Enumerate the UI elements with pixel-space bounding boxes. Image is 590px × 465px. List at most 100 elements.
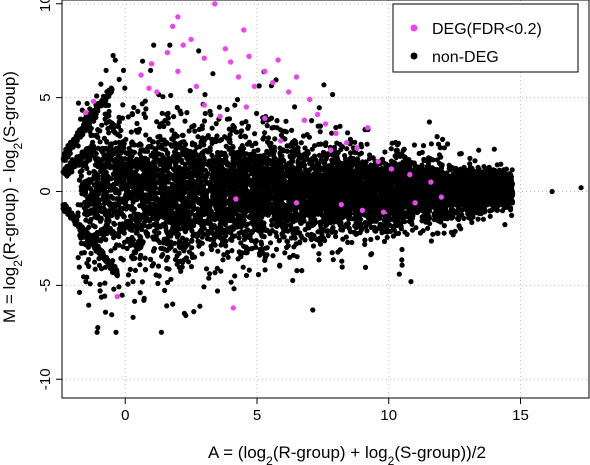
non-deg-point	[228, 279, 234, 285]
non-deg-point	[297, 239, 303, 245]
non-deg-point	[384, 234, 390, 240]
non-deg-point	[274, 118, 280, 124]
non-deg-point	[82, 204, 89, 210]
non-deg-point	[132, 267, 138, 273]
non-deg-point	[160, 94, 166, 100]
non-deg-point	[110, 125, 117, 131]
non-deg-point	[262, 130, 268, 136]
non-deg-point	[339, 264, 345, 270]
non-deg-point	[101, 135, 107, 141]
non-deg-point	[329, 250, 335, 256]
non-deg-point	[156, 273, 162, 279]
non-deg-point	[434, 134, 440, 140]
non-deg-point	[284, 148, 290, 154]
non-deg-point	[297, 190, 303, 196]
non-deg-point	[441, 223, 447, 229]
non-deg-point	[243, 119, 249, 125]
non-deg-point	[238, 133, 244, 140]
non-deg-point	[116, 284, 122, 290]
non-deg-point	[333, 233, 339, 240]
non-deg-point	[367, 152, 373, 158]
non-deg-point	[254, 110, 260, 116]
non-deg-point	[409, 221, 415, 227]
non-deg-point	[241, 236, 248, 242]
non-deg-point	[269, 125, 275, 131]
non-deg-point	[221, 252, 227, 258]
non-deg-point	[156, 151, 162, 157]
non-deg-point	[344, 146, 350, 152]
non-deg-point	[206, 275, 212, 281]
non-deg-point	[104, 139, 110, 145]
non-deg-point	[164, 303, 170, 309]
non-deg-point	[150, 261, 157, 267]
non-deg-point	[509, 167, 515, 173]
non-deg-point	[174, 104, 180, 111]
non-deg-point	[185, 259, 192, 265]
non-deg-point	[279, 153, 285, 159]
non-deg-point	[409, 206, 415, 212]
non-deg-point	[127, 213, 134, 219]
non-deg-point	[235, 219, 241, 225]
non-deg-point	[106, 130, 112, 136]
non-deg-point	[481, 164, 487, 170]
non-deg-point	[337, 247, 343, 253]
non-deg-point	[243, 272, 250, 279]
non-deg-point	[323, 156, 329, 162]
non-deg-point	[225, 249, 231, 255]
non-deg-point	[352, 139, 358, 145]
non-deg-point	[226, 116, 233, 122]
non-deg-point	[153, 148, 159, 154]
non-deg-point	[284, 238, 290, 244]
non-deg-point	[441, 230, 447, 236]
non-deg-point	[264, 252, 270, 258]
non-deg-point	[134, 129, 140, 135]
non-deg-point	[75, 255, 81, 261]
non-deg-point	[168, 276, 174, 282]
non-deg-point	[441, 145, 447, 151]
non-deg-point	[76, 289, 83, 295]
non-deg-point	[214, 230, 220, 236]
non-deg-point	[97, 139, 103, 145]
non-deg-point	[172, 248, 178, 254]
non-deg-point	[290, 277, 296, 284]
non-deg-point	[345, 239, 351, 245]
non-deg-point	[112, 245, 118, 251]
non-deg-point	[155, 263, 162, 269]
non-deg-point	[135, 142, 142, 148]
non-deg-point	[128, 129, 134, 135]
non-deg-point	[393, 154, 399, 161]
non-deg-point	[393, 231, 399, 237]
non-deg-point	[145, 148, 151, 154]
non-deg-point	[411, 142, 417, 148]
non-deg-point	[224, 106, 230, 113]
non-deg-point	[430, 231, 436, 237]
non-deg-point	[203, 266, 210, 272]
non-deg-point	[252, 131, 258, 137]
non-deg-point	[276, 158, 282, 164]
non-deg-point	[330, 257, 336, 263]
non-deg-point	[381, 238, 388, 245]
non-deg-point	[316, 251, 322, 257]
non-deg-point	[165, 110, 171, 116]
non-deg-point	[223, 233, 229, 239]
non-deg-point	[305, 232, 311, 238]
non-deg-point	[379, 157, 385, 163]
non-deg-point	[88, 250, 94, 256]
non-deg-point	[127, 266, 133, 272]
non-deg-point	[154, 119, 160, 125]
non-deg-point	[280, 234, 286, 240]
non-deg-point	[84, 100, 90, 107]
non-deg-point	[399, 262, 405, 268]
non-deg-point	[120, 244, 126, 250]
non-deg-point	[265, 135, 272, 141]
non-deg-point	[155, 280, 161, 287]
non-deg-point	[210, 71, 216, 77]
non-deg-point	[125, 114, 131, 120]
non-deg-point	[399, 257, 405, 263]
non-deg-point	[161, 137, 167, 143]
non-deg-point	[509, 212, 515, 218]
non-deg-point	[168, 239, 174, 245]
non-deg-point	[362, 264, 369, 270]
non-deg-point	[112, 57, 118, 63]
